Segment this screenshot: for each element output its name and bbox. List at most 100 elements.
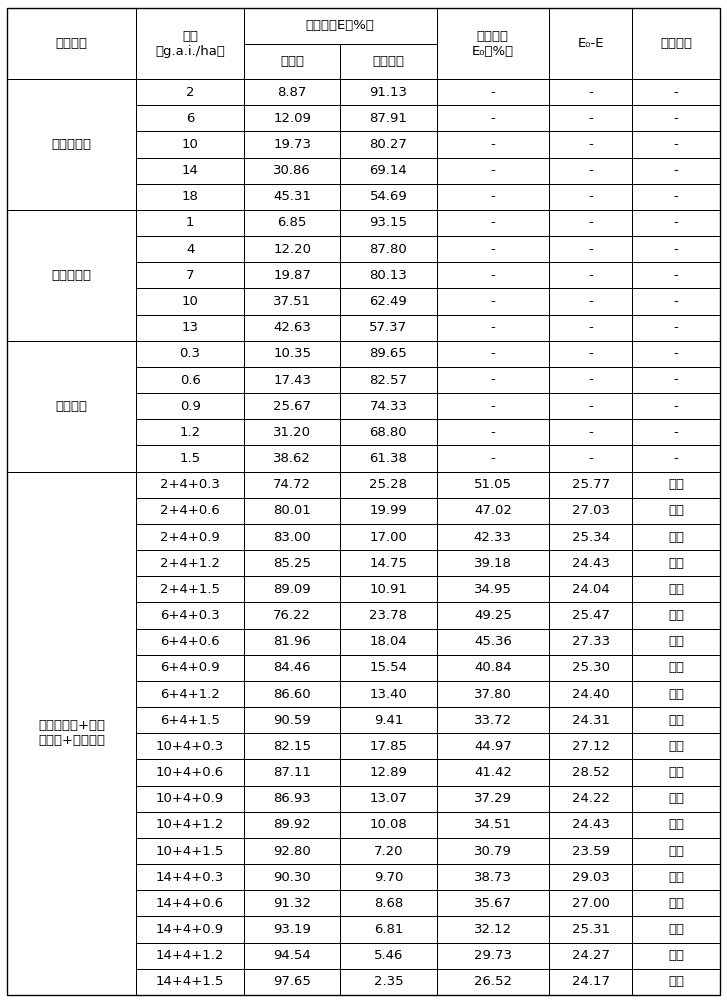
Text: -: - (588, 112, 593, 125)
Text: -: - (674, 374, 678, 387)
Text: 86.93: 86.93 (273, 792, 311, 805)
Text: 0.9: 0.9 (180, 400, 201, 413)
Text: -: - (588, 86, 593, 99)
Bar (436, 158, 549, 184)
Bar (340, 733, 436, 759)
Bar (244, 158, 340, 184)
Bar (136, 472, 244, 498)
Text: 25.77: 25.77 (571, 478, 610, 491)
Bar (632, 969, 720, 995)
Bar (632, 131, 720, 158)
Text: 30.79: 30.79 (474, 845, 512, 858)
Bar (549, 131, 632, 158)
Bar (136, 524, 244, 550)
Text: 增效: 增效 (668, 818, 684, 831)
Text: 23.59: 23.59 (571, 845, 610, 858)
Bar (340, 890, 436, 916)
Bar (632, 707, 720, 733)
Text: 24.40: 24.40 (572, 688, 610, 701)
Text: 24.04: 24.04 (572, 583, 610, 596)
Bar (244, 419, 340, 445)
Bar (436, 550, 549, 576)
Text: 37.51: 37.51 (273, 295, 311, 308)
Bar (436, 707, 549, 733)
Bar (244, 707, 340, 733)
Text: -: - (491, 321, 495, 334)
Bar (549, 943, 632, 969)
Bar (244, 341, 340, 367)
Text: 10.08: 10.08 (369, 818, 407, 831)
Text: -: - (588, 347, 593, 360)
Bar (632, 210, 720, 236)
Text: 2+4+0.3: 2+4+0.3 (160, 478, 220, 491)
Bar (632, 890, 720, 916)
Text: 2.35: 2.35 (374, 975, 403, 988)
Text: 90.59: 90.59 (273, 714, 311, 727)
Text: 42.63: 42.63 (273, 321, 311, 334)
Bar (436, 681, 549, 707)
Text: 0.3: 0.3 (180, 347, 201, 360)
Bar (632, 524, 720, 550)
Text: 25.47: 25.47 (571, 609, 610, 622)
Text: 34.51: 34.51 (474, 818, 512, 831)
Bar (436, 733, 549, 759)
Bar (340, 969, 436, 995)
Bar (632, 733, 720, 759)
Text: -: - (588, 452, 593, 465)
Text: 32.12: 32.12 (474, 923, 512, 936)
Text: 6+4+0.3: 6+4+0.3 (160, 609, 220, 622)
Bar (632, 576, 720, 602)
Bar (340, 786, 436, 812)
Text: -: - (674, 216, 678, 229)
Text: -: - (491, 400, 495, 413)
Text: 29.73: 29.73 (474, 949, 512, 962)
Bar (436, 890, 549, 916)
Bar (436, 419, 549, 445)
Bar (7, 472, 136, 995)
Text: 1: 1 (186, 216, 194, 229)
Bar (244, 445, 340, 472)
Bar (340, 367, 436, 393)
Text: 49.25: 49.25 (474, 609, 512, 622)
Bar (549, 210, 632, 236)
Text: 33.72: 33.72 (474, 714, 512, 727)
Bar (549, 655, 632, 681)
Text: 4: 4 (186, 243, 194, 256)
Bar (436, 288, 549, 315)
Bar (244, 864, 340, 890)
Text: 47.02: 47.02 (474, 504, 512, 517)
Text: 5.46: 5.46 (374, 949, 403, 962)
Text: 增效: 增效 (668, 714, 684, 727)
Bar (436, 576, 549, 602)
Text: 27.33: 27.33 (571, 635, 610, 648)
Bar (244, 131, 340, 158)
Bar (244, 288, 340, 315)
Text: 26.52: 26.52 (474, 975, 512, 988)
Text: 19.87: 19.87 (273, 269, 311, 282)
Bar (632, 341, 720, 367)
Bar (136, 864, 244, 890)
Text: -: - (588, 243, 593, 256)
Text: 12.20: 12.20 (273, 243, 311, 256)
Text: 增效: 增效 (668, 923, 684, 936)
Text: -: - (674, 269, 678, 282)
Text: 协同效应: 协同效应 (660, 37, 692, 50)
Bar (136, 733, 244, 759)
Bar (549, 681, 632, 707)
Bar (436, 498, 549, 524)
Text: 31.20: 31.20 (273, 426, 311, 439)
Bar (244, 262, 340, 288)
Bar (549, 733, 632, 759)
Text: 14+4+0.3: 14+4+0.3 (156, 871, 224, 884)
Bar (632, 105, 720, 131)
Text: -: - (674, 452, 678, 465)
Bar (549, 262, 632, 288)
Text: 6+4+1.5: 6+4+1.5 (160, 714, 220, 727)
Bar (632, 498, 720, 524)
Text: -: - (674, 243, 678, 256)
Text: 86.60: 86.60 (273, 688, 311, 701)
Text: -: - (588, 190, 593, 203)
Text: 增效: 增效 (668, 661, 684, 674)
Text: 0.6: 0.6 (180, 374, 201, 387)
Bar (136, 419, 244, 445)
